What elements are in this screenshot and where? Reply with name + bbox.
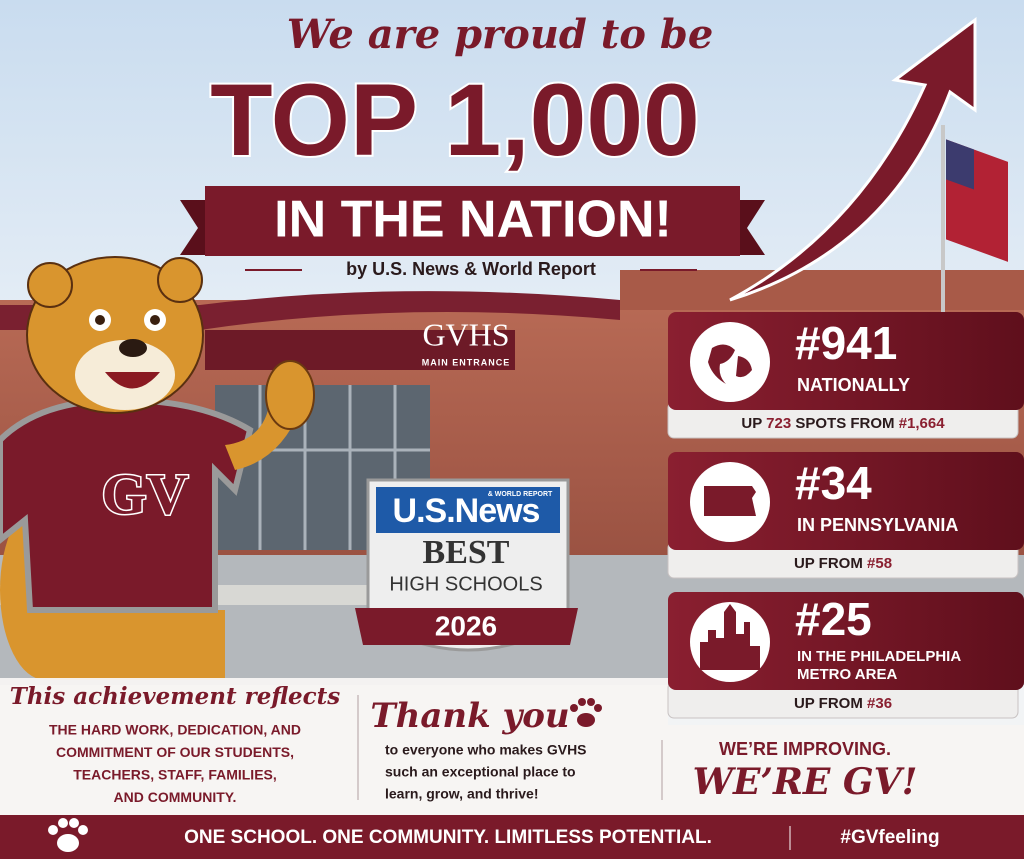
change-middle: SPOTS FROM — [795, 415, 894, 432]
card-icon-circle — [690, 322, 770, 402]
intro: We are proud to be — [287, 11, 714, 58]
flag — [946, 139, 1008, 262]
badge-brand: U.S.News — [393, 492, 540, 530]
thanks-title: Thank you — [370, 696, 569, 736]
skyline — [700, 604, 760, 670]
change-previous: #58 — [867, 555, 892, 572]
motto-panel — [668, 725, 1024, 815]
ranking-card: #941 NATIONALLY UP 723 SPOTS FROM #1,664 — [667, 312, 1024, 439]
rank: #941 — [795, 317, 897, 369]
headline: TOP 1,000 — [210, 63, 700, 177]
achievement-line: COMMITMENT OF OUR STUDENTS, — [56, 744, 294, 760]
change-previous: #1,664 — [899, 415, 946, 432]
thanks-line: such an exceptional place to — [385, 764, 576, 780]
badge-title: BEST — [423, 534, 510, 571]
card-icon — [704, 486, 756, 516]
entrance-canopy — [205, 330, 515, 370]
achievement-title: This achievement reflects — [10, 683, 341, 710]
rank: #34 — [795, 457, 872, 509]
ribbon — [205, 186, 740, 256]
rank-scope: IN THE PHILADELPHIA — [797, 648, 961, 665]
badge-brand-sub: & WORLD REPORT — [488, 491, 553, 498]
jersey-letters: GV — [102, 461, 189, 526]
card-icon — [700, 604, 760, 670]
state-shape — [704, 486, 756, 516]
rank-scope: METRO AREA — [797, 666, 897, 683]
achievement-line: AND COMMUNITY. — [114, 789, 237, 805]
globe-land — [708, 344, 752, 384]
door-frames — [215, 385, 430, 550]
paw-icon — [570, 698, 602, 727]
change-delta: 723 — [766, 415, 791, 432]
growth-arrow — [729, 17, 977, 302]
message-panel — [0, 678, 668, 815]
footer-bar — [0, 815, 1024, 859]
change-previous: #36 — [867, 695, 892, 712]
rank-scope: NATIONALLY — [797, 375, 910, 395]
building-sign-sub: MAIN ENTRANCE — [422, 357, 511, 367]
footer-paw — [48, 818, 88, 852]
footer-hashtag: #GVfeeling — [840, 827, 939, 848]
card-icon — [708, 344, 752, 384]
mascot — [0, 256, 315, 680]
change-prefix: UP FROM — [794, 695, 863, 712]
source: by U.S. News & World Report — [346, 259, 596, 279]
thanks-line: learn, grow, and thrive! — [385, 786, 539, 802]
badge-brand-box — [376, 487, 560, 533]
badge-ribbon — [355, 608, 578, 645]
roof-right — [620, 270, 1024, 310]
building-sign: GVHS — [422, 316, 509, 352]
rank: #25 — [795, 593, 872, 645]
badge-year: 2026 — [435, 610, 497, 641]
thanks-line: to everyone who makes GVHS — [385, 742, 587, 758]
achievement-line: THE HARD WORK, DEDICATION, AND — [49, 722, 301, 738]
rank-change: UP 723 SPOTS FROM #1,664 — [741, 415, 945, 432]
change-prefix: UP FROM — [794, 555, 863, 572]
rank-scope: IN PENNSYLVANIA — [797, 515, 958, 535]
banner: IN THE NATION! — [274, 191, 672, 249]
change-prefix: UP — [741, 415, 762, 432]
rank-change: UP FROM #36 — [794, 695, 892, 712]
achievement-line: TEACHERS, STAFF, FAMILIES, — [73, 767, 277, 783]
ranking-card: #34 IN PENNSYLVANIA UP FROM #58 — [667, 452, 1024, 579]
badge-subtitle: HIGH SCHOOLS — [389, 573, 542, 595]
motto-line1: WE’RE IMPROVING. — [719, 739, 891, 759]
rank-change: UP FROM #58 — [794, 555, 892, 572]
footer-slogan: ONE SCHOOL. ONE COMMUNITY. LIMITLESS POT… — [184, 827, 712, 848]
motto-line2: WE’RE GV! — [693, 761, 918, 803]
